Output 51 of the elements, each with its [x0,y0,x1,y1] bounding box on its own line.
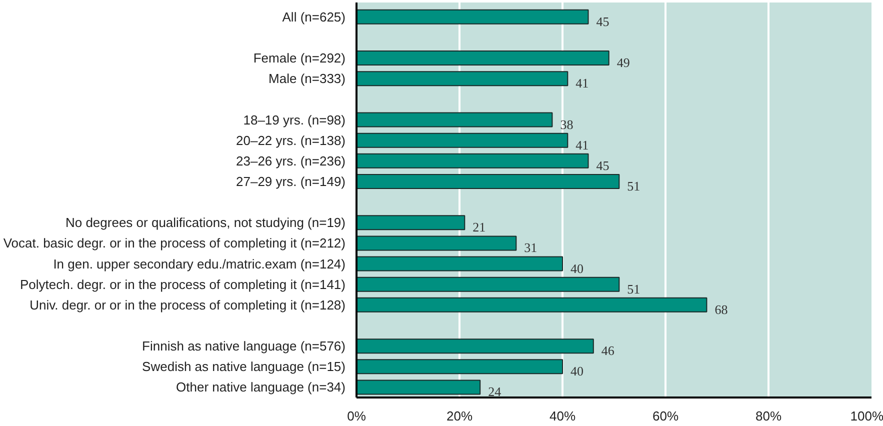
data-label: 40 [570,364,584,379]
data-label: 41 [576,76,589,91]
data-label: 51 [627,281,640,296]
data-label: 46 [601,343,615,358]
bar [356,132,568,148]
data-label: 21 [472,220,486,235]
x-tick-label: 80% [755,408,782,424]
data-label: 31 [524,240,538,256]
data-label: 41 [576,137,589,152]
y-tick-label: No degrees or qualifications, not studying (n=19) [65,215,346,230]
data-label: 38 [560,116,574,132]
bar [356,236,517,251]
data-label: 40 [570,260,584,276]
y-tick-label: Univ. degr. or or in the process of completing it (n=128) [30,297,346,312]
data-label: 49 [616,55,630,70]
bar [356,50,610,66]
x-tick-label: 100% [850,408,883,424]
y-tick-label: 20–22 yrs. (n=138) [236,132,346,148]
bar [356,9,589,24]
bar [356,112,553,128]
y-tick-label: Other native language (n=34) [176,380,346,395]
bar [356,174,620,189]
bar [356,153,589,168]
bar [356,71,568,86]
x-tick-label: 20% [446,408,473,424]
bar [356,215,466,230]
y-tick-label: Swedish as native language (n=15) [142,359,346,374]
y-tick-label: 18–19 yrs. (n=98) [243,112,346,128]
x-tick-label: 0% [347,408,366,424]
y-tick-label: Male (n=333) [268,71,346,86]
y-tick-label: 27–29 yrs. (n=149) [236,174,346,189]
bar [356,276,620,292]
y-tick-label: Female (n=292) [253,50,346,66]
y-tick-label: In gen. upper secondary edu./matric.exam (n=124) [53,256,346,272]
x-tick-label: 60% [652,408,679,424]
y-tick-label: 23–26 yrs. (n=236) [236,153,346,168]
data-label: 51 [627,178,640,194]
y-tick-label: Vocat. basic degr. or in the process of completing it (n=212) [3,236,346,251]
bar [356,380,481,395]
data-label: 45 [596,14,610,29]
bar [356,256,563,272]
x-tick-label: 40% [549,408,576,424]
bar [356,338,594,354]
y-tick-label: All (n=625) [282,9,346,24]
bar [356,297,708,312]
bar [356,359,563,374]
data-label: 45 [596,158,610,173]
y-tick-label: Polytech. degr. or in the process of completing it (n=141) [20,276,346,292]
y-tick-label: Finnish as native language (n=576) [142,338,346,354]
data-label: 68 [714,302,728,317]
data-label: 24 [488,384,502,400]
